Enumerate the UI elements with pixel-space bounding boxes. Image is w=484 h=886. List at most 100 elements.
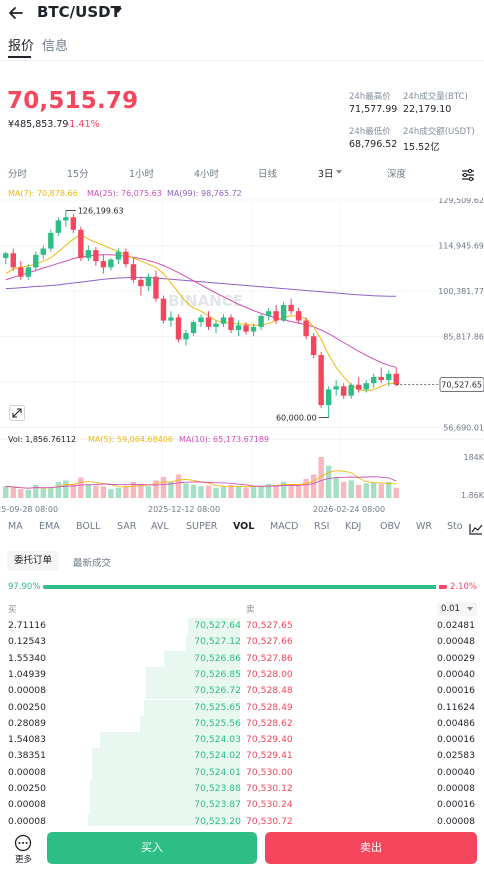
active-tab-underline bbox=[8, 56, 31, 58]
tab-open-orders[interactable]: 委托订单 bbox=[7, 551, 59, 571]
candle bbox=[123, 248, 129, 268]
candle bbox=[115, 248, 122, 265]
indicator-tab-sto[interactable]: Sto bbox=[447, 521, 463, 532]
vol-ma10-legend: MA(10): 65,173.67189 bbox=[179, 435, 270, 444]
buy-button[interactable]: 买入 bbox=[47, 832, 257, 864]
volume-bar bbox=[63, 480, 69, 498]
candle-body bbox=[55, 220, 62, 233]
interval-tab-depth[interactable]: 深度 bbox=[387, 169, 407, 180]
ask-quantity: 0.00008 bbox=[437, 815, 475, 827]
candle-body bbox=[378, 376, 384, 381]
volume-bar bbox=[310, 474, 317, 498]
interval-tab-1h[interactable]: 1小时 bbox=[129, 169, 155, 180]
volume-bar bbox=[348, 480, 354, 498]
volume-bar bbox=[378, 483, 384, 498]
candle-body bbox=[175, 317, 182, 340]
bid-price: 70,523.87 bbox=[194, 799, 241, 811]
interval-tab-line[interactable]: 分时 bbox=[8, 169, 28, 180]
orderbook-row[interactable]: 1.04939 70,526.85 70,528.00 0.00040 bbox=[0, 666, 484, 684]
indicator-tab-obv[interactable]: OBV bbox=[380, 521, 401, 532]
candle-body bbox=[355, 384, 362, 390]
ask-quantity: 0.00486 bbox=[437, 717, 475, 729]
indicator-tab-macd[interactable]: MACD bbox=[270, 521, 299, 532]
interval-tab-4h[interactable]: 4小时 bbox=[194, 169, 220, 180]
indicator-tab-boll[interactable]: BOLL bbox=[76, 521, 101, 532]
indicator-tab-sar[interactable]: SAR bbox=[117, 521, 137, 532]
candle-body bbox=[393, 373, 399, 385]
bid-price: 70,524.02 bbox=[194, 750, 241, 762]
stat-label-turnover: 24h成交额(USDT) bbox=[403, 127, 475, 137]
ma7-legend: MA(7): 70,878.66 bbox=[8, 189, 78, 198]
candle bbox=[108, 257, 114, 271]
ask-price: 70,530.00 bbox=[246, 766, 293, 778]
back-arrow-icon[interactable] bbox=[6, 3, 26, 23]
interval-tab-15m[interactable]: 15分 bbox=[67, 169, 89, 180]
orderbook-row[interactable]: 1.54083 70,524.03 70,529.40 0.00016 bbox=[0, 732, 484, 749]
volume-bar bbox=[265, 483, 272, 498]
more-icon[interactable] bbox=[14, 834, 32, 856]
orderbook-row[interactable]: 0.12543 70,527.12 70,527.66 0.00048 bbox=[0, 634, 484, 651]
pair-dropdown-caret-icon[interactable] bbox=[114, 8, 122, 13]
bid-quantity: 1.55340 bbox=[8, 652, 46, 664]
current-price-label: 70,527.65 bbox=[441, 381, 482, 390]
watermark-text: BINANCE bbox=[168, 292, 243, 310]
orderbook-row[interactable]: 0.00008 70,526.72 70,528.48 0.00016 bbox=[0, 683, 484, 700]
indicator-tab-kdj[interactable]: KDJ bbox=[345, 521, 362, 532]
chart-settings-icon[interactable] bbox=[461, 166, 475, 185]
indicator-tab-rsi[interactable]: RSI bbox=[314, 521, 330, 532]
tab-info[interactable]: 信息 bbox=[42, 39, 69, 54]
orderbook-row[interactable]: 0.00008 70,523.87 70,530.24 0.00016 bbox=[0, 797, 484, 814]
candle bbox=[288, 298, 294, 315]
tab-recent-trades[interactable]: 最新成交 bbox=[73, 558, 112, 569]
bid-quantity: 0.12543 bbox=[8, 636, 46, 648]
candle bbox=[378, 367, 384, 384]
interval-tab-1d[interactable]: 日线 bbox=[258, 169, 278, 180]
indicator-tab-super[interactable]: SUPER bbox=[186, 521, 218, 532]
orderbook-row[interactable]: 0.00008 70,524.01 70,530.00 0.00040 bbox=[0, 764, 484, 781]
candle-body bbox=[250, 326, 257, 332]
orderbook-row[interactable]: 0.38351 70,524.02 70,529.41 0.02583 bbox=[0, 748, 484, 765]
candle-body bbox=[288, 304, 294, 312]
ask-quantity: 0.11624 bbox=[437, 701, 475, 713]
sell-button[interactable]: 卖出 bbox=[265, 832, 477, 864]
orderbook-row[interactable]: 0.00250 70,525.65 70,528.49 0.11624 bbox=[0, 699, 484, 716]
high-marker-label: 126,199.63 bbox=[78, 206, 124, 215]
fullscreen-expand-icon[interactable] bbox=[9, 405, 25, 421]
price-chart[interactable]: BINANCE 129,509.62 114,945.69 100,381.77 85,… bbox=[0, 198, 484, 516]
candle-body bbox=[145, 276, 152, 287]
volume-bar bbox=[115, 487, 122, 498]
ask-price: 70,527.65 bbox=[246, 620, 293, 631]
candle-body bbox=[100, 261, 107, 268]
orderbook-row[interactable]: 1.55340 70,526.86 70,527.86 0.00029 bbox=[0, 650, 484, 667]
precision-caret-icon[interactable] bbox=[467, 607, 473, 611]
trading-pair-title[interactable]: BTC/USDT bbox=[37, 3, 121, 21]
precision-select[interactable]: 0.01 bbox=[437, 602, 477, 616]
interval-tab-3d[interactable]: 3日 bbox=[318, 169, 334, 180]
candle bbox=[63, 210, 69, 227]
more-label[interactable]: 更多 bbox=[15, 855, 33, 865]
indicator-chart-icon[interactable] bbox=[469, 520, 483, 539]
candle-body bbox=[40, 248, 47, 255]
indicator-tab-ema[interactable]: EMA bbox=[39, 521, 60, 532]
indicator-tab-avl[interactable]: AVL bbox=[151, 521, 169, 532]
orderbook-row[interactable]: 0.00250 70,523.88 70,530.12 0.00008 bbox=[0, 781, 484, 798]
y-axis-tick-label: 85,817.86 bbox=[443, 333, 484, 342]
interval-dropdown-caret-icon[interactable] bbox=[336, 170, 342, 174]
ma99-legend: MA(99): 98,765.72 bbox=[167, 189, 242, 198]
candle bbox=[273, 304, 279, 324]
orderbook-row[interactable]: 2.71116 70,527.64 70,527.65 0.02481 bbox=[0, 618, 484, 635]
change-percent: -1.41% bbox=[66, 119, 100, 130]
candle bbox=[55, 217, 62, 237]
candle-body bbox=[190, 322, 197, 334]
candle bbox=[333, 380, 339, 396]
stat-value-high: 71,577.99 bbox=[349, 104, 398, 115]
tab-quote[interactable]: 报价 bbox=[8, 39, 35, 54]
indicator-tab-vol[interactable]: VOL bbox=[233, 521, 255, 532]
indicator-tab-wr[interactable]: WR bbox=[416, 521, 432, 532]
indicator-tab-ma[interactable]: MA bbox=[8, 521, 23, 532]
orderbook-row[interactable]: 0.28089 70,525.56 70,528.62 0.00486 bbox=[0, 715, 484, 733]
candle bbox=[70, 214, 77, 233]
candle-body bbox=[213, 323, 219, 327]
volume-bar bbox=[85, 483, 92, 498]
orderbook-row[interactable]: 0.00008 70,523.20 70,530.72 0.00008 bbox=[0, 813, 484, 828]
